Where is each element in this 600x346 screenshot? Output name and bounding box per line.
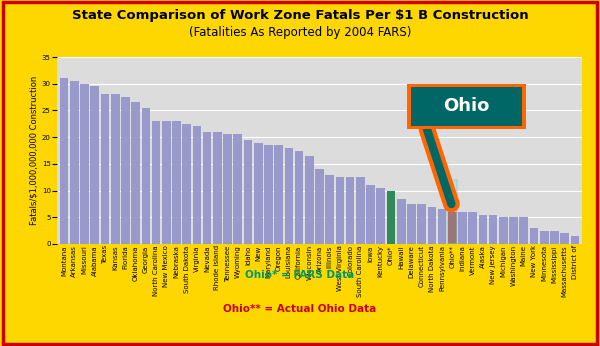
Bar — [70, 81, 79, 244]
Bar — [469, 212, 477, 244]
Bar — [142, 108, 150, 244]
Bar — [182, 124, 191, 244]
Bar — [520, 217, 528, 244]
Bar — [335, 177, 344, 244]
Bar — [315, 169, 324, 244]
Bar — [305, 156, 314, 244]
FancyBboxPatch shape — [447, 180, 457, 244]
Bar — [203, 132, 211, 244]
Bar — [244, 140, 253, 244]
Bar — [397, 199, 406, 244]
Bar — [162, 121, 170, 244]
Bar — [80, 84, 89, 244]
Bar — [509, 217, 518, 244]
Bar — [111, 94, 119, 244]
Bar — [571, 236, 579, 244]
Bar — [91, 86, 99, 244]
Bar — [417, 204, 426, 244]
Text: Ohio* = FARS Data: Ohio* = FARS Data — [245, 270, 355, 280]
Bar — [193, 127, 201, 244]
Bar — [489, 215, 497, 244]
Bar — [254, 143, 263, 244]
Bar — [60, 79, 68, 244]
Bar — [131, 102, 140, 244]
Bar — [172, 121, 181, 244]
Bar — [213, 132, 222, 244]
Bar — [560, 233, 569, 244]
Bar — [325, 174, 334, 244]
Bar — [428, 207, 436, 244]
Bar — [264, 145, 273, 244]
Bar — [479, 215, 487, 244]
Bar — [530, 228, 538, 244]
Bar — [540, 230, 548, 244]
Bar — [233, 135, 242, 244]
Bar — [223, 135, 232, 244]
Bar — [438, 209, 446, 244]
Bar — [346, 177, 355, 244]
Bar — [376, 188, 385, 244]
Y-axis label: Fatals/$1,000,000,000 Construction: Fatals/$1,000,000,000 Construction — [30, 76, 39, 225]
Text: Ohio: Ohio — [443, 97, 490, 116]
Bar — [448, 212, 457, 244]
Bar — [386, 191, 395, 244]
Bar — [274, 145, 283, 244]
Bar — [499, 217, 508, 244]
Bar — [407, 204, 416, 244]
Bar — [152, 121, 160, 244]
Text: (Fatalities As Reported by 2004 FARS): (Fatalities As Reported by 2004 FARS) — [189, 26, 411, 39]
Bar — [295, 151, 304, 244]
Text: Ohio** = Actual Ohio Data: Ohio** = Actual Ohio Data — [223, 304, 377, 315]
Text: State Comparison of Work Zone Fatals Per $1 B Construction: State Comparison of Work Zone Fatals Per… — [71, 9, 529, 22]
Bar — [121, 97, 130, 244]
Bar — [101, 94, 109, 244]
Bar — [550, 230, 559, 244]
Bar — [366, 185, 375, 244]
Bar — [458, 212, 467, 244]
Bar — [356, 177, 365, 244]
Bar — [284, 148, 293, 244]
